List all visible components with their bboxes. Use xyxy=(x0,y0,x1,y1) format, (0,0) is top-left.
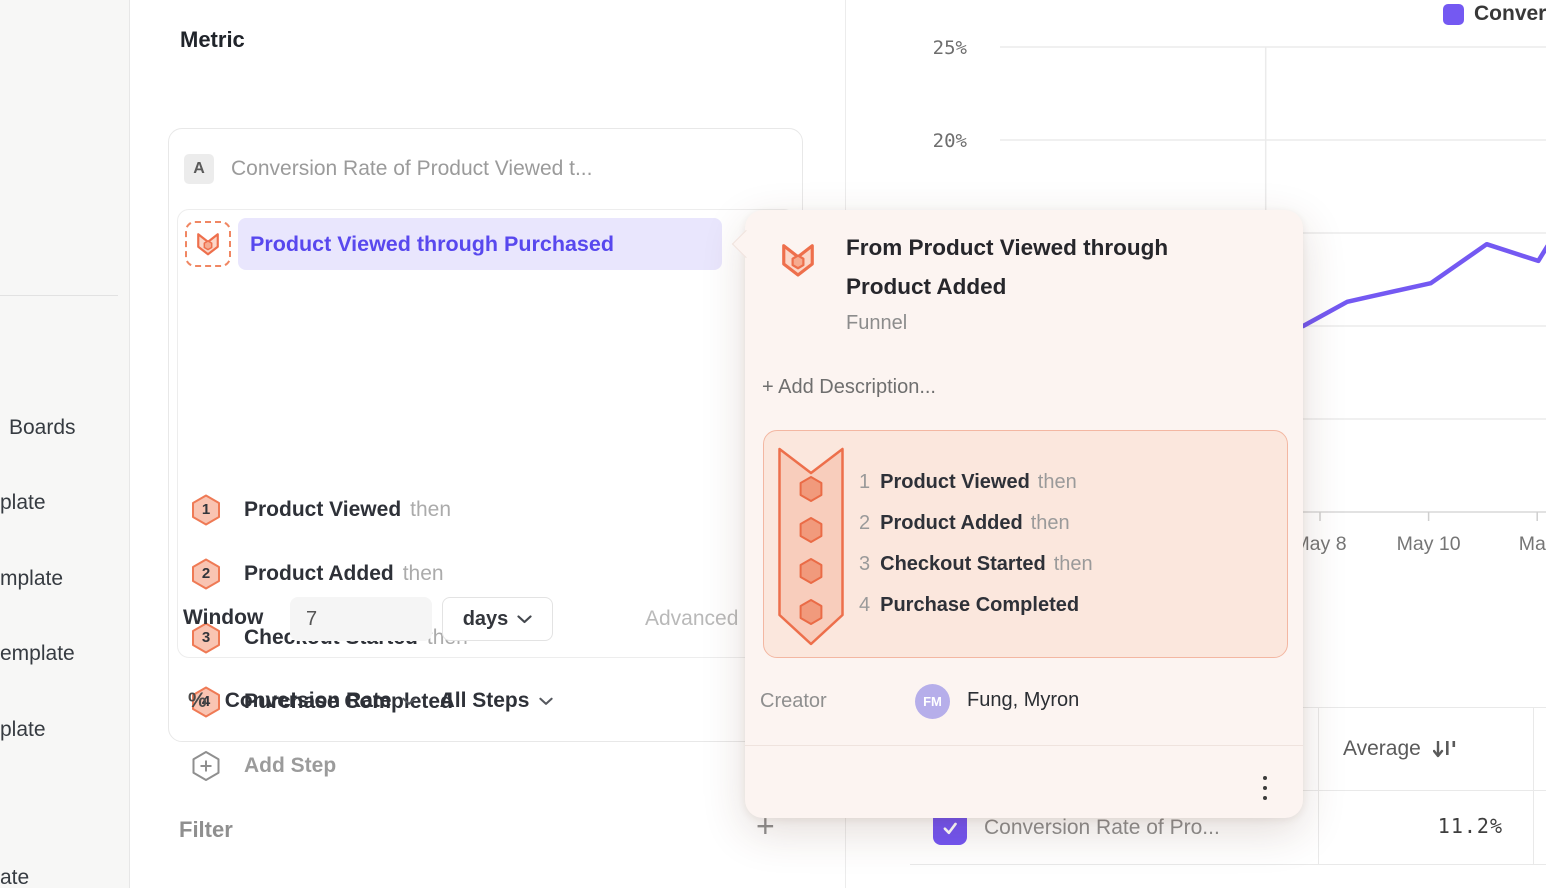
metric-card: A Conversion Rate of Product Viewed t...… xyxy=(168,128,803,781)
popover-step-3: 3 Checkout Started then xyxy=(859,553,1093,575)
table-col-divider-right xyxy=(1533,707,1534,865)
window-label: Window xyxy=(183,606,264,629)
series-title[interactable]: Conversion Rate of Product Viewed t... xyxy=(231,157,593,180)
creator-initials: FM xyxy=(923,694,942,709)
funnel-icon-dropzone[interactable] xyxy=(185,221,231,267)
window-value-input[interactable] xyxy=(290,597,432,641)
metric-section-title: Metric xyxy=(180,27,245,52)
measure-row: % Conversion Rate All Steps xyxy=(188,689,554,713)
funnel-step-2[interactable]: 2 Product Added then xyxy=(191,558,444,590)
funnel-definition-card: Product Viewed through Purchased 1 Produ… xyxy=(177,209,796,781)
sidebar-item-template-1[interactable]: plate xyxy=(0,491,46,514)
selected-funnel-label: Product Viewed through Purchased xyxy=(250,231,614,256)
sidebar-item-template-4[interactable]: plate xyxy=(0,718,46,741)
step-1-hex-icon: 1 xyxy=(191,494,221,526)
popover-step-2: 2 Product Added then xyxy=(859,512,1070,534)
popover-step-list: 1 Product Viewed then 2 Product Added then 3… xyxy=(859,471,1093,635)
filter-section-title: Filter xyxy=(179,817,233,842)
table-row-label[interactable]: Conversion Rate of Pro... xyxy=(984,816,1220,839)
step-2-name: Product Added xyxy=(244,562,394,585)
series-line xyxy=(1300,241,1546,329)
x-axis-label: May 8 xyxy=(1293,533,1346,555)
chevron-down-icon[interactable] xyxy=(401,697,416,706)
step-3-hex-icon: 3 xyxy=(191,622,221,654)
sidebar-item-boards[interactable]: Boards xyxy=(9,416,76,439)
sidebar-divider xyxy=(0,295,118,296)
table-row-value: 11.2% xyxy=(1437,814,1503,838)
x-axis-label: May 10 xyxy=(1397,533,1461,555)
funnel-step-1[interactable]: 1 Product Viewed then xyxy=(191,494,451,526)
average-header-label: Average xyxy=(1343,737,1421,760)
legend-swatch xyxy=(1443,3,1464,25)
step-2-connector: then xyxy=(402,562,444,585)
step-4-name: Purchase Completed xyxy=(244,690,453,713)
add-description-link[interactable]: + Add Description... xyxy=(762,376,936,398)
table-header-average[interactable]: Average xyxy=(1343,737,1458,761)
checkmark-icon xyxy=(943,822,957,835)
sidebar: Boards plate mplate emplate plate ate xyxy=(0,0,130,888)
funnel-icon xyxy=(197,233,219,256)
popover-divider xyxy=(745,745,1303,746)
funnel-details-popover: From Product Viewed through Product Adde… xyxy=(731,210,1303,818)
popover-title: From Product Viewed through Product Adde… xyxy=(846,235,1169,299)
step-1-name: Product Viewed xyxy=(244,498,402,521)
series-badge: A xyxy=(184,154,214,184)
conversion-rate-dropdown[interactable]: Conversion Rate xyxy=(224,689,392,712)
funnel-icon xyxy=(782,244,814,277)
funnel-step-4[interactable]: 4 Purchase Completed xyxy=(191,686,462,718)
x-axis-label: May xyxy=(1519,533,1546,555)
funnel-ribbon-icon xyxy=(778,447,844,646)
window-unit-select[interactable]: days xyxy=(442,597,553,641)
popover-step-1: 1 Product Viewed then xyxy=(859,471,1077,493)
add-step-icon xyxy=(191,750,221,782)
window-unit-value: days xyxy=(462,607,509,630)
popover-type-label: Funnel xyxy=(846,312,908,334)
step-4-hex-icon: 4 xyxy=(191,686,221,718)
funnel-summary-card: 1 Product Viewed then 2 Product Added then 3… xyxy=(763,430,1288,658)
creator-avatar: FM xyxy=(915,684,950,719)
chevron-down-icon xyxy=(517,614,532,623)
y-axis-label: 20% xyxy=(933,130,968,152)
sidebar-item-template-2[interactable]: mplate xyxy=(0,567,64,590)
add-step-button[interactable]: Add Step xyxy=(191,750,336,782)
selected-funnel-row[interactable]: Product Viewed through Purchased xyxy=(238,218,722,270)
add-step-label: Add Step xyxy=(244,754,337,777)
table-row-border xyxy=(910,864,1546,865)
more-options-button[interactable] xyxy=(1253,768,1277,808)
sidebar-item-template-3[interactable]: emplate xyxy=(0,642,75,665)
creator-label: Creator xyxy=(760,690,827,712)
chevron-down-icon[interactable] xyxy=(539,697,554,706)
percent-icon: % xyxy=(188,689,207,712)
advanced-link[interactable]: Advanced xyxy=(645,607,739,630)
y-axis-label: 25% xyxy=(933,37,968,59)
creator-name: Fung, Myron xyxy=(967,689,1080,711)
all-steps-dropdown[interactable]: All Steps xyxy=(439,689,530,712)
legend-label: Conver xyxy=(1474,2,1546,25)
sidebar-item-cut[interactable]: ate xyxy=(0,866,30,888)
step-1-connector: then xyxy=(410,498,452,521)
sort-icon xyxy=(1432,741,1455,758)
chart-legend[interactable]: Conver xyxy=(1443,2,1546,26)
step-2-hex-icon: 2 xyxy=(191,558,221,590)
popover-step-4: 4 Purchase Completed xyxy=(859,594,1080,616)
table-col-divider xyxy=(1318,707,1319,865)
